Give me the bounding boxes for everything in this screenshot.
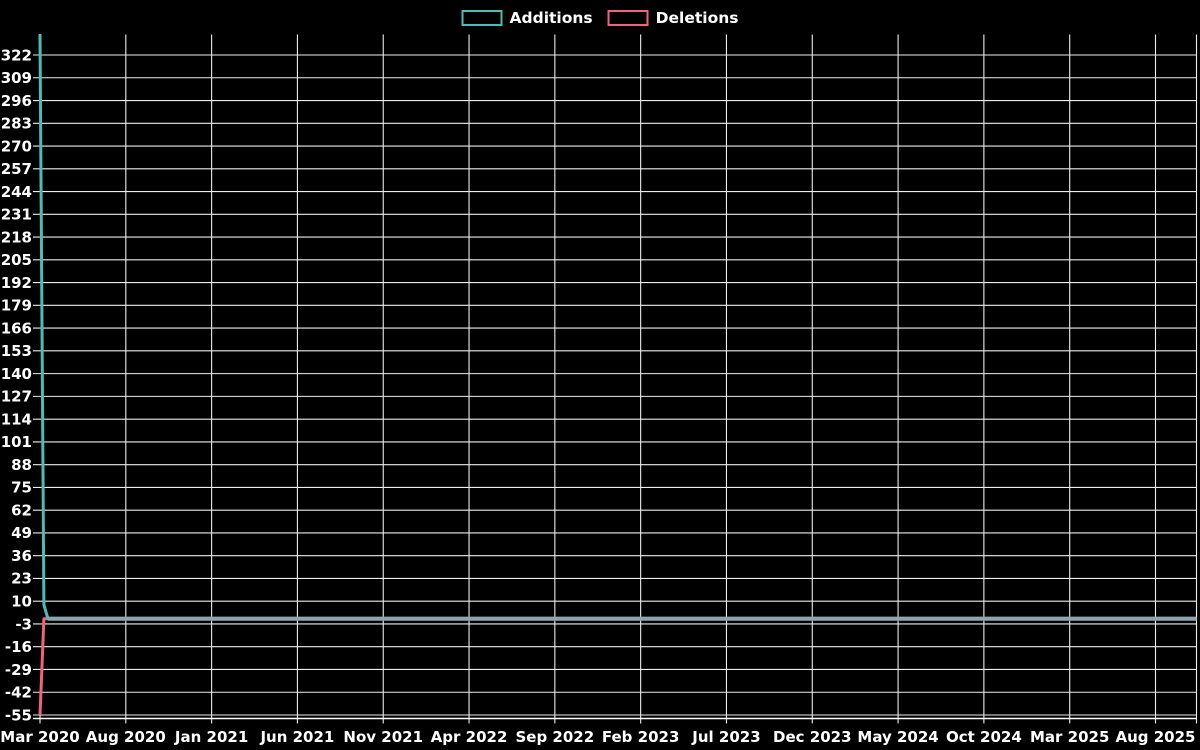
y-tick-label: 101 — [1, 433, 32, 451]
y-tick-label: 62 — [11, 501, 32, 519]
x-tick-label: Nov 2021 — [343, 728, 423, 746]
y-tick-label: 205 — [1, 251, 32, 269]
y-tick-label: -16 — [5, 638, 32, 656]
y-tick-label: -29 — [5, 661, 32, 679]
y-tick-label: 114 — [1, 410, 32, 428]
x-tick-label: Jun 2021 — [259, 728, 334, 746]
y-tick-label: 179 — [1, 297, 32, 315]
chart-legend: Additions Deletions — [461, 9, 739, 27]
y-tick-label: 257 — [1, 160, 32, 178]
x-tick-label: Sep 2022 — [516, 728, 595, 746]
y-tick-label: 23 — [11, 570, 32, 588]
y-tick-label: 309 — [1, 69, 32, 87]
legend-item-deletions[interactable]: Deletions — [607, 9, 739, 27]
y-tick-label: 75 — [11, 479, 32, 497]
x-tick-label: Jan 2021 — [174, 728, 248, 746]
x-tick-label: Oct 2024 — [946, 728, 1022, 746]
y-tick-label: 49 — [11, 524, 32, 542]
y-tick-label: 140 — [1, 365, 32, 383]
x-tick-label: Jul 2023 — [691, 728, 760, 746]
y-tick-label: 36 — [11, 547, 32, 565]
y-tick-label: -55 — [5, 706, 32, 724]
y-tick-label: 244 — [1, 183, 32, 201]
y-tick-label: 296 — [1, 92, 32, 110]
x-tick-label: Mar 2025 — [1030, 728, 1109, 746]
x-tick-label: May 2024 — [857, 728, 938, 746]
legend-label-deletions: Deletions — [655, 9, 739, 27]
x-tick-label: Apr 2022 — [431, 728, 508, 746]
deletions-swatch-icon — [607, 10, 649, 26]
legend-item-additions[interactable]: Additions — [461, 9, 593, 27]
x-tick-label: Dec 2023 — [773, 728, 852, 746]
y-tick-label: -42 — [5, 684, 32, 702]
y-tick-label: 10 — [11, 593, 32, 611]
y-tick-label: 153 — [1, 342, 32, 360]
additions-line — [38, 33, 1197, 621]
y-tick-label: 322 — [1, 46, 32, 64]
additions-swatch-icon — [461, 10, 503, 26]
y-tick-label: 218 — [1, 228, 32, 246]
y-tick-label: 270 — [1, 137, 32, 155]
y-tick-label: 166 — [1, 319, 32, 337]
x-tick-label: Aug 2025 — [1116, 728, 1196, 746]
x-tick-label: Feb 2023 — [602, 728, 680, 746]
x-tick-label: Aug 2020 — [86, 728, 166, 746]
legend-label-additions: Additions — [509, 9, 593, 27]
deletions-line — [38, 617, 1197, 716]
y-tick-label: 231 — [1, 206, 32, 224]
y-tick-label: 283 — [1, 115, 32, 133]
y-tick-label: 88 — [11, 456, 32, 474]
y-tick-label: 192 — [1, 274, 32, 292]
y-tick-label: 127 — [1, 388, 32, 406]
y-tick-label: -3 — [15, 615, 32, 633]
x-tick-label: Mar 2020 — [0, 728, 79, 746]
